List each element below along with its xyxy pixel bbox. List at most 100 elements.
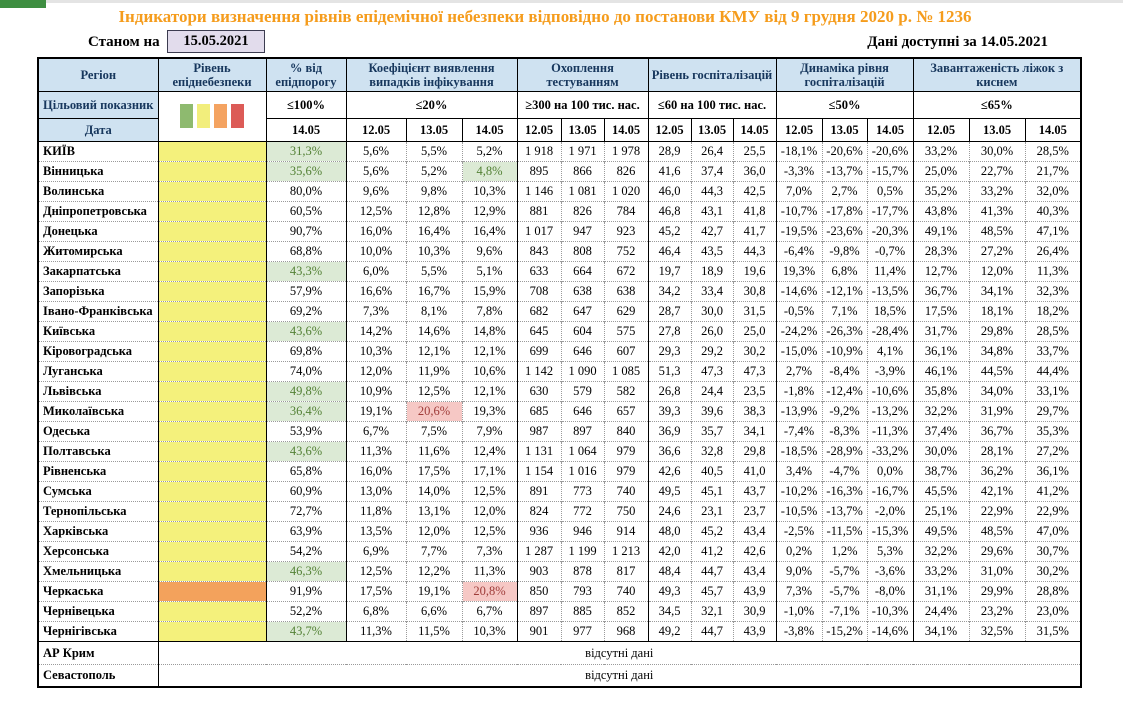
data-available-text: Дані доступні за 14.05.2021 bbox=[867, 34, 1048, 51]
data-cell: 32,3% bbox=[1024, 280, 1082, 301]
data-cell: 44,5% bbox=[968, 360, 1026, 381]
data-cell: 7,3% bbox=[461, 540, 517, 561]
data-cell: 48,4 bbox=[647, 560, 692, 581]
as-of-label: Станом на bbox=[88, 34, 160, 50]
data-cell: 44,3 bbox=[732, 240, 777, 261]
date-header: 12.05 bbox=[345, 117, 407, 142]
indicators-table: Регіон Рівень епіднебезпеки% від епідпоро… bbox=[37, 57, 1083, 688]
data-cell: 28,5% bbox=[1024, 320, 1082, 341]
region-cell: Запорізька bbox=[37, 280, 158, 301]
data-cell: 16,0% bbox=[345, 460, 406, 481]
data-cell: 36,1% bbox=[912, 340, 970, 361]
data-cell: 6,0% bbox=[345, 260, 406, 281]
level-legend bbox=[157, 90, 267, 142]
data-cell: -14,6% bbox=[866, 620, 914, 641]
data-cell: 28,3% bbox=[912, 240, 970, 261]
data-cell: 14,2% bbox=[345, 320, 406, 341]
epidemic-level-cell bbox=[157, 400, 266, 421]
data-cell: 4,1% bbox=[866, 340, 914, 361]
table-row: Полтавська 43,6% 11,3% 11,6% 12,4% 1 131 1 064… bbox=[37, 440, 1082, 461]
region-cell: Закарпатська bbox=[37, 260, 158, 281]
epidemic-level-cell bbox=[157, 360, 266, 381]
as-of-date-field[interactable]: 15.05.2021 bbox=[167, 30, 265, 53]
region-cell: Полтавська bbox=[37, 440, 158, 461]
data-cell: 36,4% bbox=[265, 400, 346, 421]
data-cell: 946 bbox=[560, 520, 604, 541]
epidemic-level-cell bbox=[157, 160, 266, 181]
top-edge-strip bbox=[0, 0, 1123, 3]
data-cell: 10,6% bbox=[461, 360, 517, 381]
data-cell: 1 287 bbox=[516, 540, 561, 561]
data-cell: 34,1% bbox=[912, 620, 970, 641]
data-cell: 43,6% bbox=[265, 320, 346, 341]
data-cell: 47,0% bbox=[1024, 520, 1082, 541]
data-cell: 682 bbox=[516, 300, 561, 321]
data-cell: 987 bbox=[516, 420, 561, 441]
data-cell: 31,5 bbox=[732, 300, 777, 321]
data-cell: 27,8 bbox=[647, 320, 692, 341]
data-cell: -11,3% bbox=[866, 420, 914, 441]
data-cell: 1 085 bbox=[603, 360, 649, 381]
date-header: 14.05 bbox=[866, 117, 914, 142]
data-cell: 3,4% bbox=[775, 460, 823, 481]
epidemic-level-cell bbox=[157, 320, 266, 341]
region-cell: Харківська bbox=[37, 520, 158, 541]
data-cell: 752 bbox=[603, 240, 649, 261]
region-cell: Житомирська bbox=[37, 240, 158, 261]
region-cell: Черкаська bbox=[37, 580, 158, 601]
data-cell: -24,2% bbox=[775, 320, 823, 341]
region-cell: Волинська bbox=[37, 180, 158, 201]
data-cell: 20,8% bbox=[461, 580, 517, 601]
data-cell: -3,6% bbox=[866, 560, 914, 581]
data-cell: 629 bbox=[603, 300, 649, 321]
data-cell: 19,7 bbox=[647, 260, 692, 281]
data-cell: 34,1 bbox=[732, 420, 777, 441]
data-cell: 42,7 bbox=[690, 220, 734, 241]
data-available-label: Дані доступні за bbox=[867, 34, 977, 50]
data-cell: 69,2% bbox=[265, 300, 346, 321]
data-cell: 41,0 bbox=[732, 460, 777, 481]
data-cell: 35,8% bbox=[912, 380, 970, 401]
data-cell: 36,9 bbox=[647, 420, 692, 441]
data-cell: 30,8 bbox=[732, 280, 777, 301]
data-cell: 852 bbox=[603, 600, 649, 621]
region-cell: Тернопільська bbox=[37, 500, 158, 521]
data-cell: 65,8% bbox=[265, 460, 346, 481]
data-cell: -5,7% bbox=[821, 560, 868, 581]
region-cell: Львівська bbox=[37, 380, 158, 401]
data-cell: 39,3 bbox=[647, 400, 692, 421]
data-cell: 74,0% bbox=[265, 360, 346, 381]
data-cell: 19,3% bbox=[461, 400, 517, 421]
data-cell: 13,0% bbox=[345, 480, 406, 501]
data-cell: 18,5% bbox=[866, 300, 914, 321]
data-cell: 0,5% bbox=[866, 180, 914, 201]
data-cell: 6,8% bbox=[821, 260, 868, 281]
epidemic-level-cell bbox=[157, 600, 266, 621]
data-cell: -1,8% bbox=[775, 380, 823, 401]
table-row: Івано-Франківська 69,2% 7,3% 8,1% 7,8% 682 647… bbox=[37, 300, 1082, 321]
data-cell: 11,6% bbox=[405, 440, 462, 461]
table-row-no-data: Севастополь відсутні дані bbox=[37, 663, 1082, 687]
data-cell: 5,1% bbox=[461, 260, 517, 281]
data-cell: 13,5% bbox=[345, 520, 406, 541]
data-cell: 19,1% bbox=[345, 400, 406, 421]
data-cell: 1 146 bbox=[516, 180, 561, 201]
corner-accent bbox=[0, 0, 46, 8]
group-header: Завантаженість ліжок з киснем bbox=[912, 57, 1082, 92]
data-cell: 6,6% bbox=[405, 600, 462, 621]
epidemic-level-cell bbox=[157, 200, 266, 221]
data-cell: 40,3% bbox=[1024, 200, 1082, 221]
data-cell: 1 064 bbox=[560, 440, 604, 461]
epidemic-level-cell bbox=[157, 620, 266, 641]
data-cell: -8,4% bbox=[821, 360, 868, 381]
data-cell: 45,2 bbox=[690, 520, 734, 541]
data-cell: 897 bbox=[516, 600, 561, 621]
data-cell: 33,2% bbox=[912, 560, 970, 581]
target-row-label: Цільовий показник bbox=[37, 90, 159, 119]
data-cell: 51,3 bbox=[647, 360, 692, 381]
data-cell: 23,2% bbox=[968, 600, 1026, 621]
data-cell: 793 bbox=[560, 580, 604, 601]
data-cell: 36,7% bbox=[912, 280, 970, 301]
data-cell: 30,0% bbox=[912, 440, 970, 461]
